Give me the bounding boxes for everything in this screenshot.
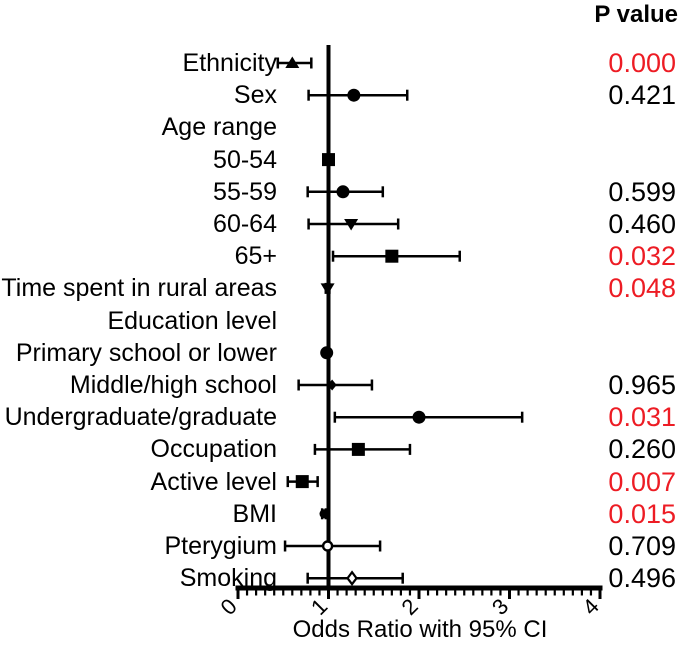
p-value: 0.599 [608, 176, 676, 207]
marker-square [322, 153, 335, 167]
row-label: Sex [233, 81, 277, 110]
row-label: Time spent in rural areas [1, 274, 277, 303]
marker-square [351, 442, 365, 456]
p-value: 0.000 [608, 48, 676, 78]
p-value: 0.032 [608, 241, 676, 272]
row-label: Age range [161, 113, 277, 142]
row-label: Pterygium [164, 532, 277, 560]
marker-square [295, 475, 309, 489]
marker-circle [320, 346, 334, 360]
row-label: BMI [232, 499, 277, 528]
marker-triangle-up [285, 56, 300, 68]
row-label: 65+ [234, 242, 277, 271]
marker-circle [336, 185, 350, 199]
marker-triangle-down [320, 283, 335, 295]
p-value: 0.965 [608, 370, 676, 400]
marker-diamond-open [346, 570, 358, 587]
marker-circle-small [319, 509, 329, 519]
p-value: 0.260 [608, 434, 676, 465]
p-value: 0.496 [608, 563, 676, 594]
marker-circle [347, 88, 361, 102]
marker-circle-open [321, 540, 334, 552]
p-value: 0.048 [608, 273, 676, 304]
p-value: 0.015 [608, 498, 676, 529]
p-value: 0.709 [608, 531, 676, 561]
row-label: Smoking [179, 564, 277, 593]
marker-triangle-down [344, 219, 359, 231]
marker-square [385, 249, 399, 263]
p-value: 0.031 [608, 402, 676, 433]
row-label: Ethnicity [182, 49, 277, 77]
row-label: Education level [107, 306, 277, 335]
row-label: 50-54 [213, 145, 277, 174]
marker-circle [412, 410, 426, 424]
row-label: Undergraduate/graduate [4, 403, 277, 432]
row-label: Occupation [150, 435, 277, 464]
row-label: 60-64 [213, 210, 277, 238]
p-value: 0.421 [608, 80, 676, 111]
x-axis-title: Odds Ratio with 95% CI [292, 616, 548, 643]
row-label: Middle/high school [69, 371, 277, 399]
p-value: 0.460 [608, 209, 676, 239]
row-label: 55-59 [213, 177, 277, 206]
p-value: 0.007 [608, 466, 676, 497]
p-value-column-header: P value [594, 1, 678, 28]
row-label: Active level [150, 467, 277, 496]
row-label: Primary school or lower [15, 338, 277, 367]
marker-diamond-small [327, 379, 337, 391]
